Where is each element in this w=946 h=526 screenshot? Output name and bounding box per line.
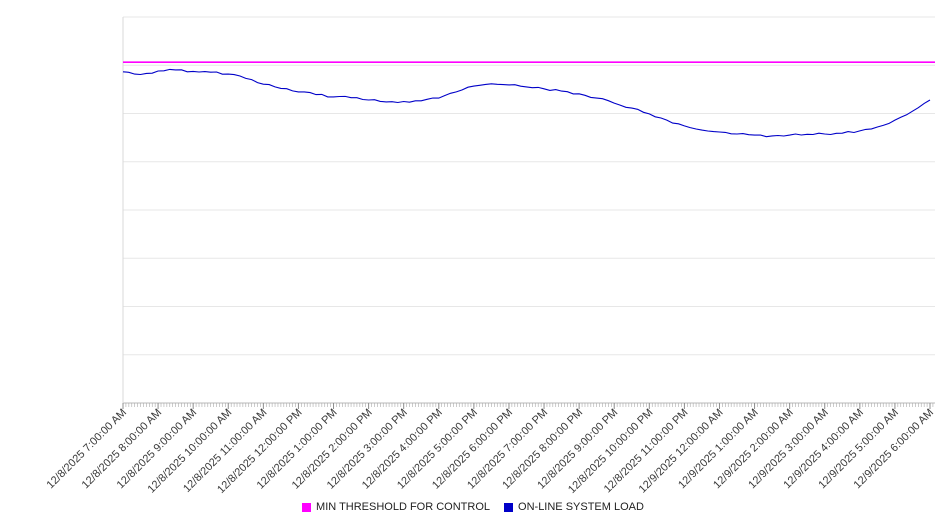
legend-item-min-threshold[interactable]: MIN THRESHOLD FOR CONTROL: [302, 501, 490, 513]
system-load-line: [122, 68, 931, 138]
system-load-swatch-icon: [504, 502, 514, 512]
legend-label-system-load: ON-LINE SYSTEM LOAD: [518, 501, 644, 513]
legend-item-system-load[interactable]: ON-LINE SYSTEM LOAD: [504, 501, 644, 513]
legend-label-min-threshold: MIN THRESHOLD FOR CONTROL: [316, 501, 491, 513]
legend: MIN THRESHOLD FOR CONTROL ON-LINE SYSTEM…: [0, 496, 946, 518]
threshold-swatch-icon: [302, 502, 312, 512]
